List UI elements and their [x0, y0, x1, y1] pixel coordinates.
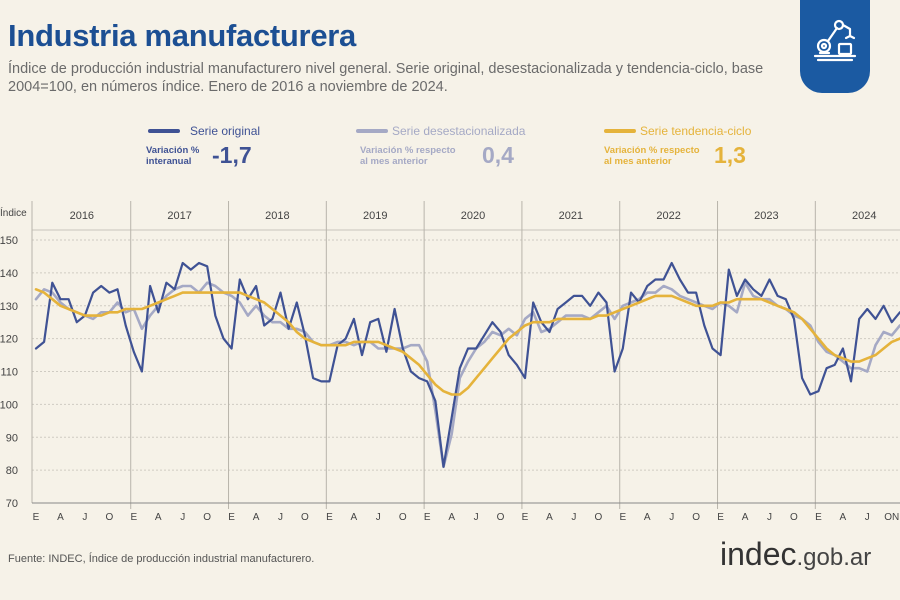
- y-tick-label: 140: [0, 268, 18, 280]
- y-tick-label: 110: [0, 367, 18, 379]
- month-tick-label: A: [155, 512, 162, 523]
- month-tick-label: E: [130, 512, 137, 523]
- deseason-var-label-1: Variación % respecto: [360, 145, 456, 156]
- series-deseason-line: [34, 281, 900, 469]
- original-var-label-1: Variación %: [146, 145, 200, 156]
- legend-deseason-label: Serie desestacionalizada: [392, 124, 526, 138]
- year-label: 2023: [754, 210, 778, 222]
- month-tick-label: J: [474, 512, 479, 523]
- year-label: 2017: [167, 210, 191, 222]
- trend-var-value: 1,3: [714, 142, 746, 168]
- logo-domain: .gob.ar: [796, 544, 872, 571]
- month-tick-label: J: [180, 512, 185, 523]
- month-tick-label: O: [594, 512, 602, 523]
- year-label: 2024: [852, 210, 876, 222]
- logo-main: indec: [720, 536, 797, 572]
- month-tick-label: E: [717, 512, 724, 523]
- original-var-value: -1,7: [212, 142, 252, 168]
- trend-var-label-2: al mes anterior: [604, 156, 672, 167]
- month-tick-label: A: [448, 512, 455, 523]
- month-tick-label: O: [203, 512, 211, 523]
- legend-deseason-swatch: [356, 129, 388, 133]
- month-tick-label: A: [57, 512, 64, 523]
- month-tick-label: O: [692, 512, 700, 523]
- y-tick-label: 70: [6, 498, 18, 510]
- month-tick-label: A: [546, 512, 553, 523]
- month-tick-label: J: [571, 512, 576, 523]
- y-tick-label: 120: [0, 334, 18, 346]
- month-tick-label: E: [228, 512, 235, 523]
- month-tick-label: O: [497, 512, 505, 523]
- y-tick-label: 90: [6, 432, 18, 444]
- month-tick-label: O: [399, 512, 407, 523]
- legend-trend-label: Serie tendencia-ciclo: [640, 124, 752, 138]
- month-tick-label: J: [376, 512, 381, 523]
- year-label: 2019: [363, 210, 387, 222]
- month-tick-label: E: [815, 512, 822, 523]
- robot-arm-icon: [813, 19, 857, 62]
- month-tick-label: E: [619, 512, 626, 523]
- month-tick-label: ON: [884, 512, 899, 523]
- legend-trend-swatch: [604, 129, 636, 133]
- year-label: 2021: [559, 210, 583, 222]
- month-tick-label: A: [351, 512, 358, 523]
- month-tick-label: O: [105, 512, 113, 523]
- month-tick-label: E: [33, 512, 40, 523]
- month-tick-label: A: [840, 512, 847, 523]
- series-trend-line: [34, 288, 900, 396]
- month-tick-label: J: [865, 512, 870, 523]
- original-var-label-2: interanual: [146, 156, 192, 167]
- year-label: 2020: [461, 210, 485, 222]
- year-label: 2018: [265, 210, 289, 222]
- y-tick-label: 100: [0, 399, 18, 411]
- month-tick-label: E: [522, 512, 529, 523]
- month-tick-label: O: [301, 512, 309, 523]
- page-title: Industria manufacturera: [8, 18, 356, 53]
- production-index-chart: 70 80 90 100 110 120 130 140 150 Índice 2016 2017 20…: [0, 201, 900, 523]
- y-axis-title: Índice: [0, 206, 27, 219]
- y-tick-label: 150: [0, 235, 18, 247]
- deseason-var-value: 0,4: [482, 142, 514, 168]
- trend-var-label-1: Variación % respecto: [604, 145, 700, 156]
- industry-badge: [800, 0, 870, 93]
- indec-logo: indec.gob.ar: [720, 536, 871, 573]
- y-tick-label: 130: [0, 301, 18, 313]
- legend-original-swatch: [148, 129, 180, 133]
- page-subtitle: Índice de producción industrial manufact…: [8, 61, 764, 95]
- month-tick-label: O: [790, 512, 798, 523]
- month-tick-label: A: [644, 512, 651, 523]
- month-tick-label: A: [253, 512, 260, 523]
- year-label: 2016: [70, 210, 94, 222]
- source-note: Fuente: INDEC, Índice de producción indu…: [8, 553, 315, 565]
- month-tick-label: J: [82, 512, 87, 523]
- month-tick-label: J: [669, 512, 674, 523]
- month-tick-label: A: [742, 512, 749, 523]
- month-tick-label: J: [278, 512, 283, 523]
- legend-original-label: Serie original: [190, 124, 261, 138]
- year-label: 2022: [656, 210, 680, 222]
- series-original-line: [34, 261, 900, 468]
- month-tick-label: E: [326, 512, 333, 523]
- month-tick-label: E: [424, 512, 431, 523]
- deseason-var-label-2: al mes anterior: [360, 156, 428, 167]
- y-tick-label: 80: [6, 465, 18, 477]
- month-tick-label: J: [767, 512, 772, 523]
